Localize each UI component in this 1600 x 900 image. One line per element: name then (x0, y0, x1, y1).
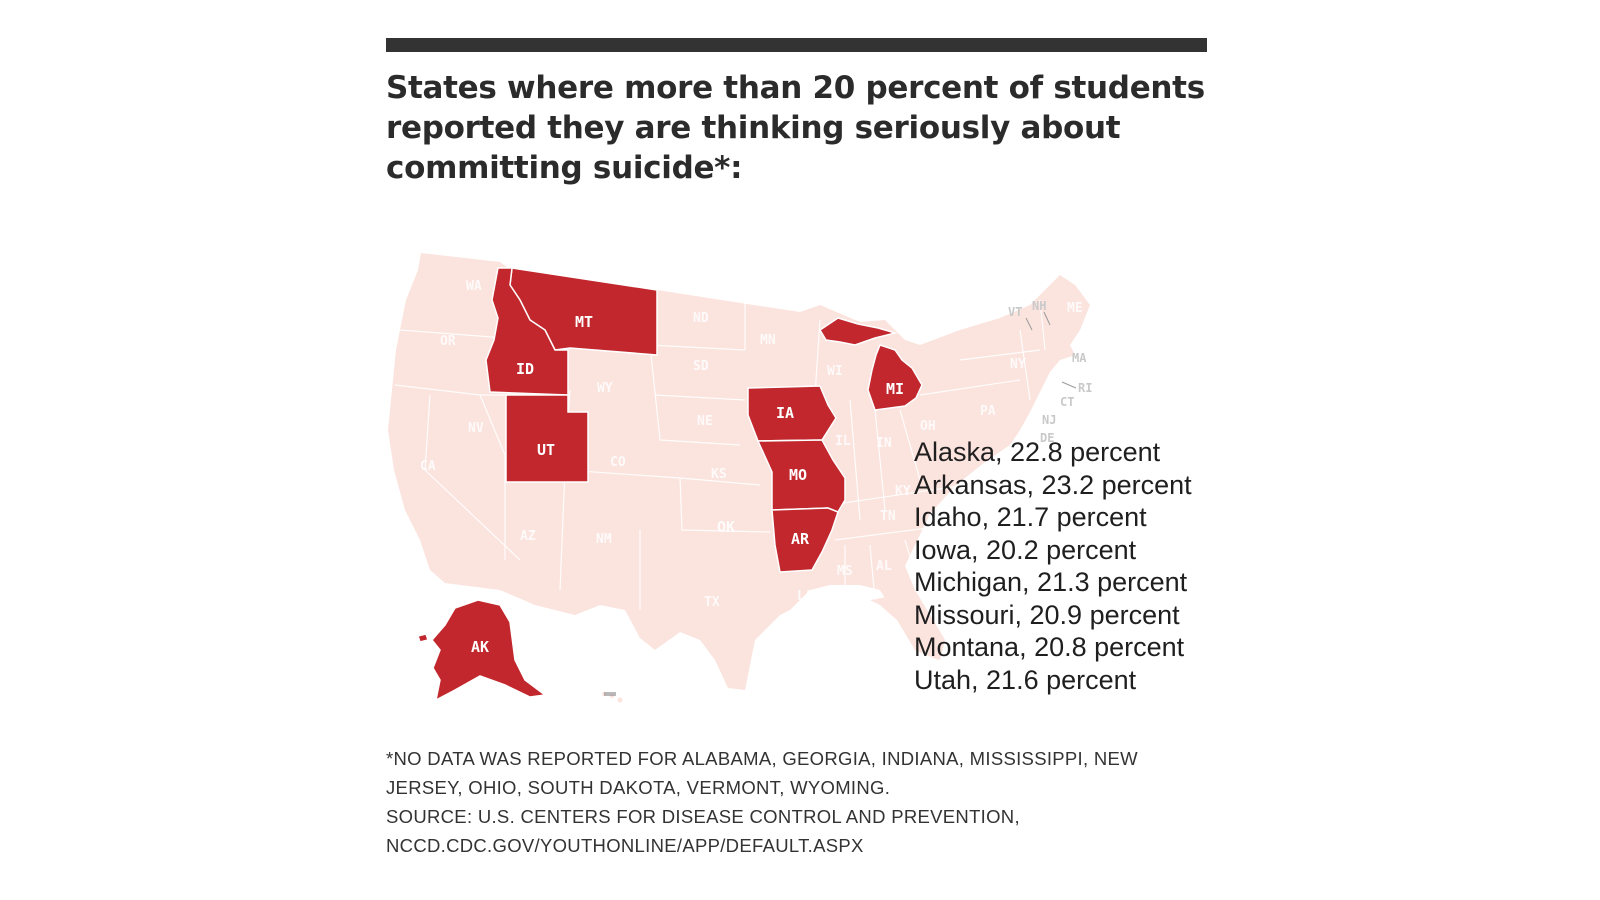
top-rule (386, 38, 1207, 52)
title-line: committing suicide*: (386, 150, 743, 186)
state-ak (431, 599, 547, 702)
title-line: reported they are thinking seriously abo… (386, 110, 1121, 146)
state-ut (505, 394, 589, 483)
highlighted-state-labels: MT ID UT IA MO AR MI AK (471, 313, 904, 656)
state-ia (747, 385, 837, 442)
state-label: CA (420, 459, 436, 474)
list-item: Montana, 20.8 percent (914, 632, 1185, 662)
footnote-line: JERSEY, OHIO, SOUTH DAKOTA, VERMONT, WYO… (386, 777, 891, 798)
state-label: AR (791, 530, 810, 548)
state-label: VT (1008, 305, 1022, 319)
list-item: Idaho, 21.7 percent (914, 502, 1147, 532)
state-mi-upper (818, 317, 898, 346)
state-label: NH (1032, 299, 1046, 313)
state-label: KY (895, 484, 911, 499)
state-percent-list: Alaska, 22.8 percent Arkansas, 23.2 perc… (914, 436, 1192, 696)
state-label: NM (596, 532, 612, 547)
state-label: ID (516, 360, 534, 378)
list-item: Utah, 21.6 percent (914, 664, 1137, 695)
list-item: Michigan, 21.3 percent (914, 567, 1188, 597)
state-label: SD (693, 359, 709, 374)
state-ak-island (417, 633, 429, 643)
state-label: WA (466, 279, 482, 294)
footnote: *NO DATA WAS REPORTED FOR ALABAMA, GEORG… (386, 744, 1226, 860)
state-label: DE (1040, 431, 1054, 445)
state-label: NY (1010, 357, 1026, 372)
state-label: OK (717, 518, 735, 536)
state-label: CT (1060, 395, 1074, 409)
highlighted-states (417, 267, 923, 702)
state-label: NJ (1042, 413, 1056, 427)
source-line: SOURCE: U.S. CENTERS FOR DISEASE CONTROL… (386, 806, 1020, 827)
state-label: IN (876, 436, 892, 451)
state-label: TX (704, 595, 720, 610)
list-item: Alaska, 22.8 percent (914, 437, 1161, 467)
state-label: MI (886, 380, 904, 398)
state-id (485, 267, 569, 396)
state-label: MS (837, 564, 853, 579)
state-label: MT (575, 313, 593, 331)
state-label: NV (468, 421, 484, 436)
list-item: Iowa, 20.2 percent (914, 534, 1137, 565)
list-item: Arkansas, 23.2 percent (914, 469, 1192, 500)
state-label: IL (835, 434, 851, 449)
state-label: AK (471, 638, 489, 656)
state-mi-lower (867, 344, 923, 411)
state-label: CO (610, 455, 626, 470)
state-label: IA (776, 404, 794, 422)
state-label: ND (693, 311, 709, 326)
state-label: WY (597, 381, 613, 396)
state-label: WI (827, 364, 843, 379)
state-label: TN (880, 509, 896, 524)
footnote-line: *NO DATA WAS REPORTED FOR ALABAMA, GEORG… (386, 748, 1138, 769)
state-label: MA (1072, 351, 1087, 365)
state-label: LA (797, 589, 813, 604)
state-label: MO (789, 466, 807, 484)
title-line: States where more than 20 percent of stu… (386, 70, 1205, 106)
state-mo (756, 439, 846, 513)
other-state-labels: WA OR CA NV AZ WY CO NM ND SD NE KS OK T… (420, 279, 1083, 610)
list-item: Missouri, 20.9 percent (914, 599, 1180, 630)
state-label: ME (1067, 301, 1083, 316)
state-label: AL (876, 559, 892, 574)
state-label: MN (760, 333, 776, 348)
state-label: OH (920, 419, 936, 434)
small-state-labels: VT NH MA RI CT NJ DE (1008, 299, 1092, 445)
state-label: KS (711, 467, 727, 482)
state-label: PA (980, 404, 996, 419)
source-url: NCCD.CDC.GOV/YOUTHONLINE/APP/DEFAULT.ASP… (386, 835, 864, 856)
state-label: AZ (520, 529, 536, 544)
florida (870, 592, 945, 660)
state-label: NE (697, 414, 713, 429)
infographic-title: States where more than 20 percent of stu… (386, 68, 1216, 188)
state-label: OR (440, 334, 456, 349)
hawaii (602, 692, 623, 703)
state-ar (771, 507, 839, 573)
state-label: RI (1078, 381, 1092, 395)
state-label: UT (537, 441, 555, 459)
